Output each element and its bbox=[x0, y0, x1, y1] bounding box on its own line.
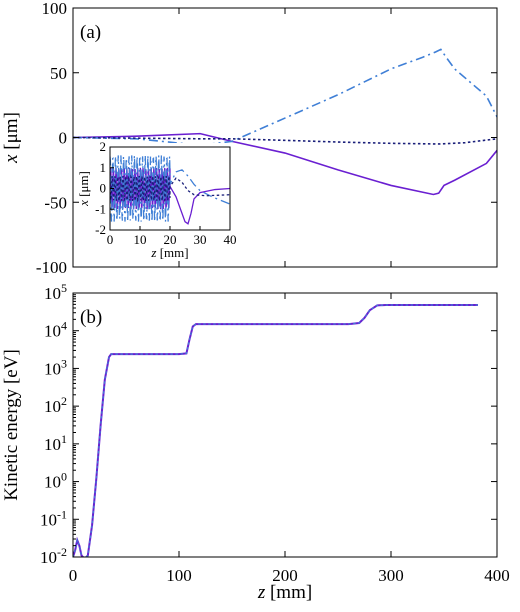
inset-xtick-label: 30 bbox=[194, 232, 207, 247]
panel-b-ytick-label: 10-1 bbox=[40, 507, 67, 529]
inset-ytick-label: -1 bbox=[95, 201, 106, 216]
panel-b-y-axis-title: Kinetic energy [eV] bbox=[1, 349, 22, 501]
panel-b-series-dotted-line bbox=[73, 304, 478, 557]
panel-a-axis-frame bbox=[72, 7, 498, 268]
panel-a-y-axis-unit: [μm] bbox=[1, 112, 22, 154]
inset-series-dash-dot-line bbox=[110, 155, 230, 222]
panel-b-ytick-label: 100 bbox=[44, 470, 67, 492]
inset-ytick-label: 2 bbox=[100, 139, 107, 154]
panel-b-ytick-label: 103 bbox=[44, 356, 67, 378]
panel-b-xtick-label: 400 bbox=[484, 566, 510, 585]
panel-b-xtick-label: 100 bbox=[166, 566, 192, 585]
panel-b-ticks-group: 10-2 10-1 100 101 102 103 104 105 0 100 200 300 400 bbox=[40, 281, 510, 585]
inset-x-axis-unit: [mm] bbox=[156, 245, 188, 260]
inset-y-axis-title: x [μm] bbox=[76, 171, 91, 207]
inset-x-axis-var: z bbox=[150, 245, 156, 260]
panel-a-series-solid-line bbox=[73, 132, 497, 196]
inset-y-axis-unit: [μm] bbox=[76, 171, 91, 200]
panel-a-ytick-label: -50 bbox=[44, 193, 67, 212]
panel-b-xtick-label: 300 bbox=[378, 566, 404, 585]
panel-a-label: (a) bbox=[80, 22, 101, 43]
panel-b-ytick-label: 105 bbox=[44, 281, 67, 303]
panel-a-series-group bbox=[73, 48, 497, 196]
panel-a-series-dotted-line bbox=[73, 136, 497, 145]
panel-b-series-solid-line bbox=[73, 304, 478, 557]
panel-a-ytick-label: 0 bbox=[59, 129, 68, 148]
panel-b-ytick-label: 102 bbox=[44, 394, 67, 416]
panel-b-label: (b) bbox=[80, 307, 102, 328]
panel-b-ytick-label: 104 bbox=[44, 319, 67, 341]
panel-b-x-axis-title: z [mm] bbox=[257, 582, 312, 603]
inset-series-group bbox=[110, 155, 230, 225]
panel-b-axis-frame bbox=[72, 292, 498, 558]
inset-ytick-label: -2 bbox=[95, 222, 106, 237]
panel-a-ytick-label: 50 bbox=[50, 64, 67, 83]
panel-a-series-dash-dot-line bbox=[73, 48, 497, 147]
inset-y-axis-var: x bbox=[76, 200, 91, 207]
inset-axis-frame bbox=[109, 146, 231, 231]
panel-b-xtick-label: 0 bbox=[69, 566, 78, 585]
panel-a-ytick-label: 100 bbox=[42, 0, 68, 18]
inset-ytick-label: 1 bbox=[100, 160, 107, 175]
inset-ytick-label: 0 bbox=[100, 181, 107, 196]
panel-a-ytick-label: -100 bbox=[36, 258, 67, 277]
panel-b-x-axis-var: z bbox=[257, 582, 266, 603]
panel-b-ytick-label: 10-2 bbox=[40, 545, 67, 567]
inset-xtick-label: 10 bbox=[134, 232, 147, 247]
inset-xtick-label: 40 bbox=[224, 232, 237, 247]
panel-b-x-axis-unit: [mm] bbox=[265, 582, 312, 603]
panel-b-xtick-label: 200 bbox=[272, 566, 298, 585]
panel-a-y-axis-title: x [μm] bbox=[1, 112, 22, 164]
inset-xtick-label: 0 bbox=[107, 232, 114, 247]
panel-a-y-axis-var: x bbox=[1, 154, 22, 164]
inset-x-axis-title: z [mm] bbox=[150, 245, 188, 260]
inset-series-dotted-line bbox=[110, 174, 230, 203]
panel-b-ytick-label: 101 bbox=[44, 432, 67, 454]
panel-b-series-group bbox=[73, 304, 478, 557]
inset-xtick-label: 20 bbox=[164, 232, 177, 247]
